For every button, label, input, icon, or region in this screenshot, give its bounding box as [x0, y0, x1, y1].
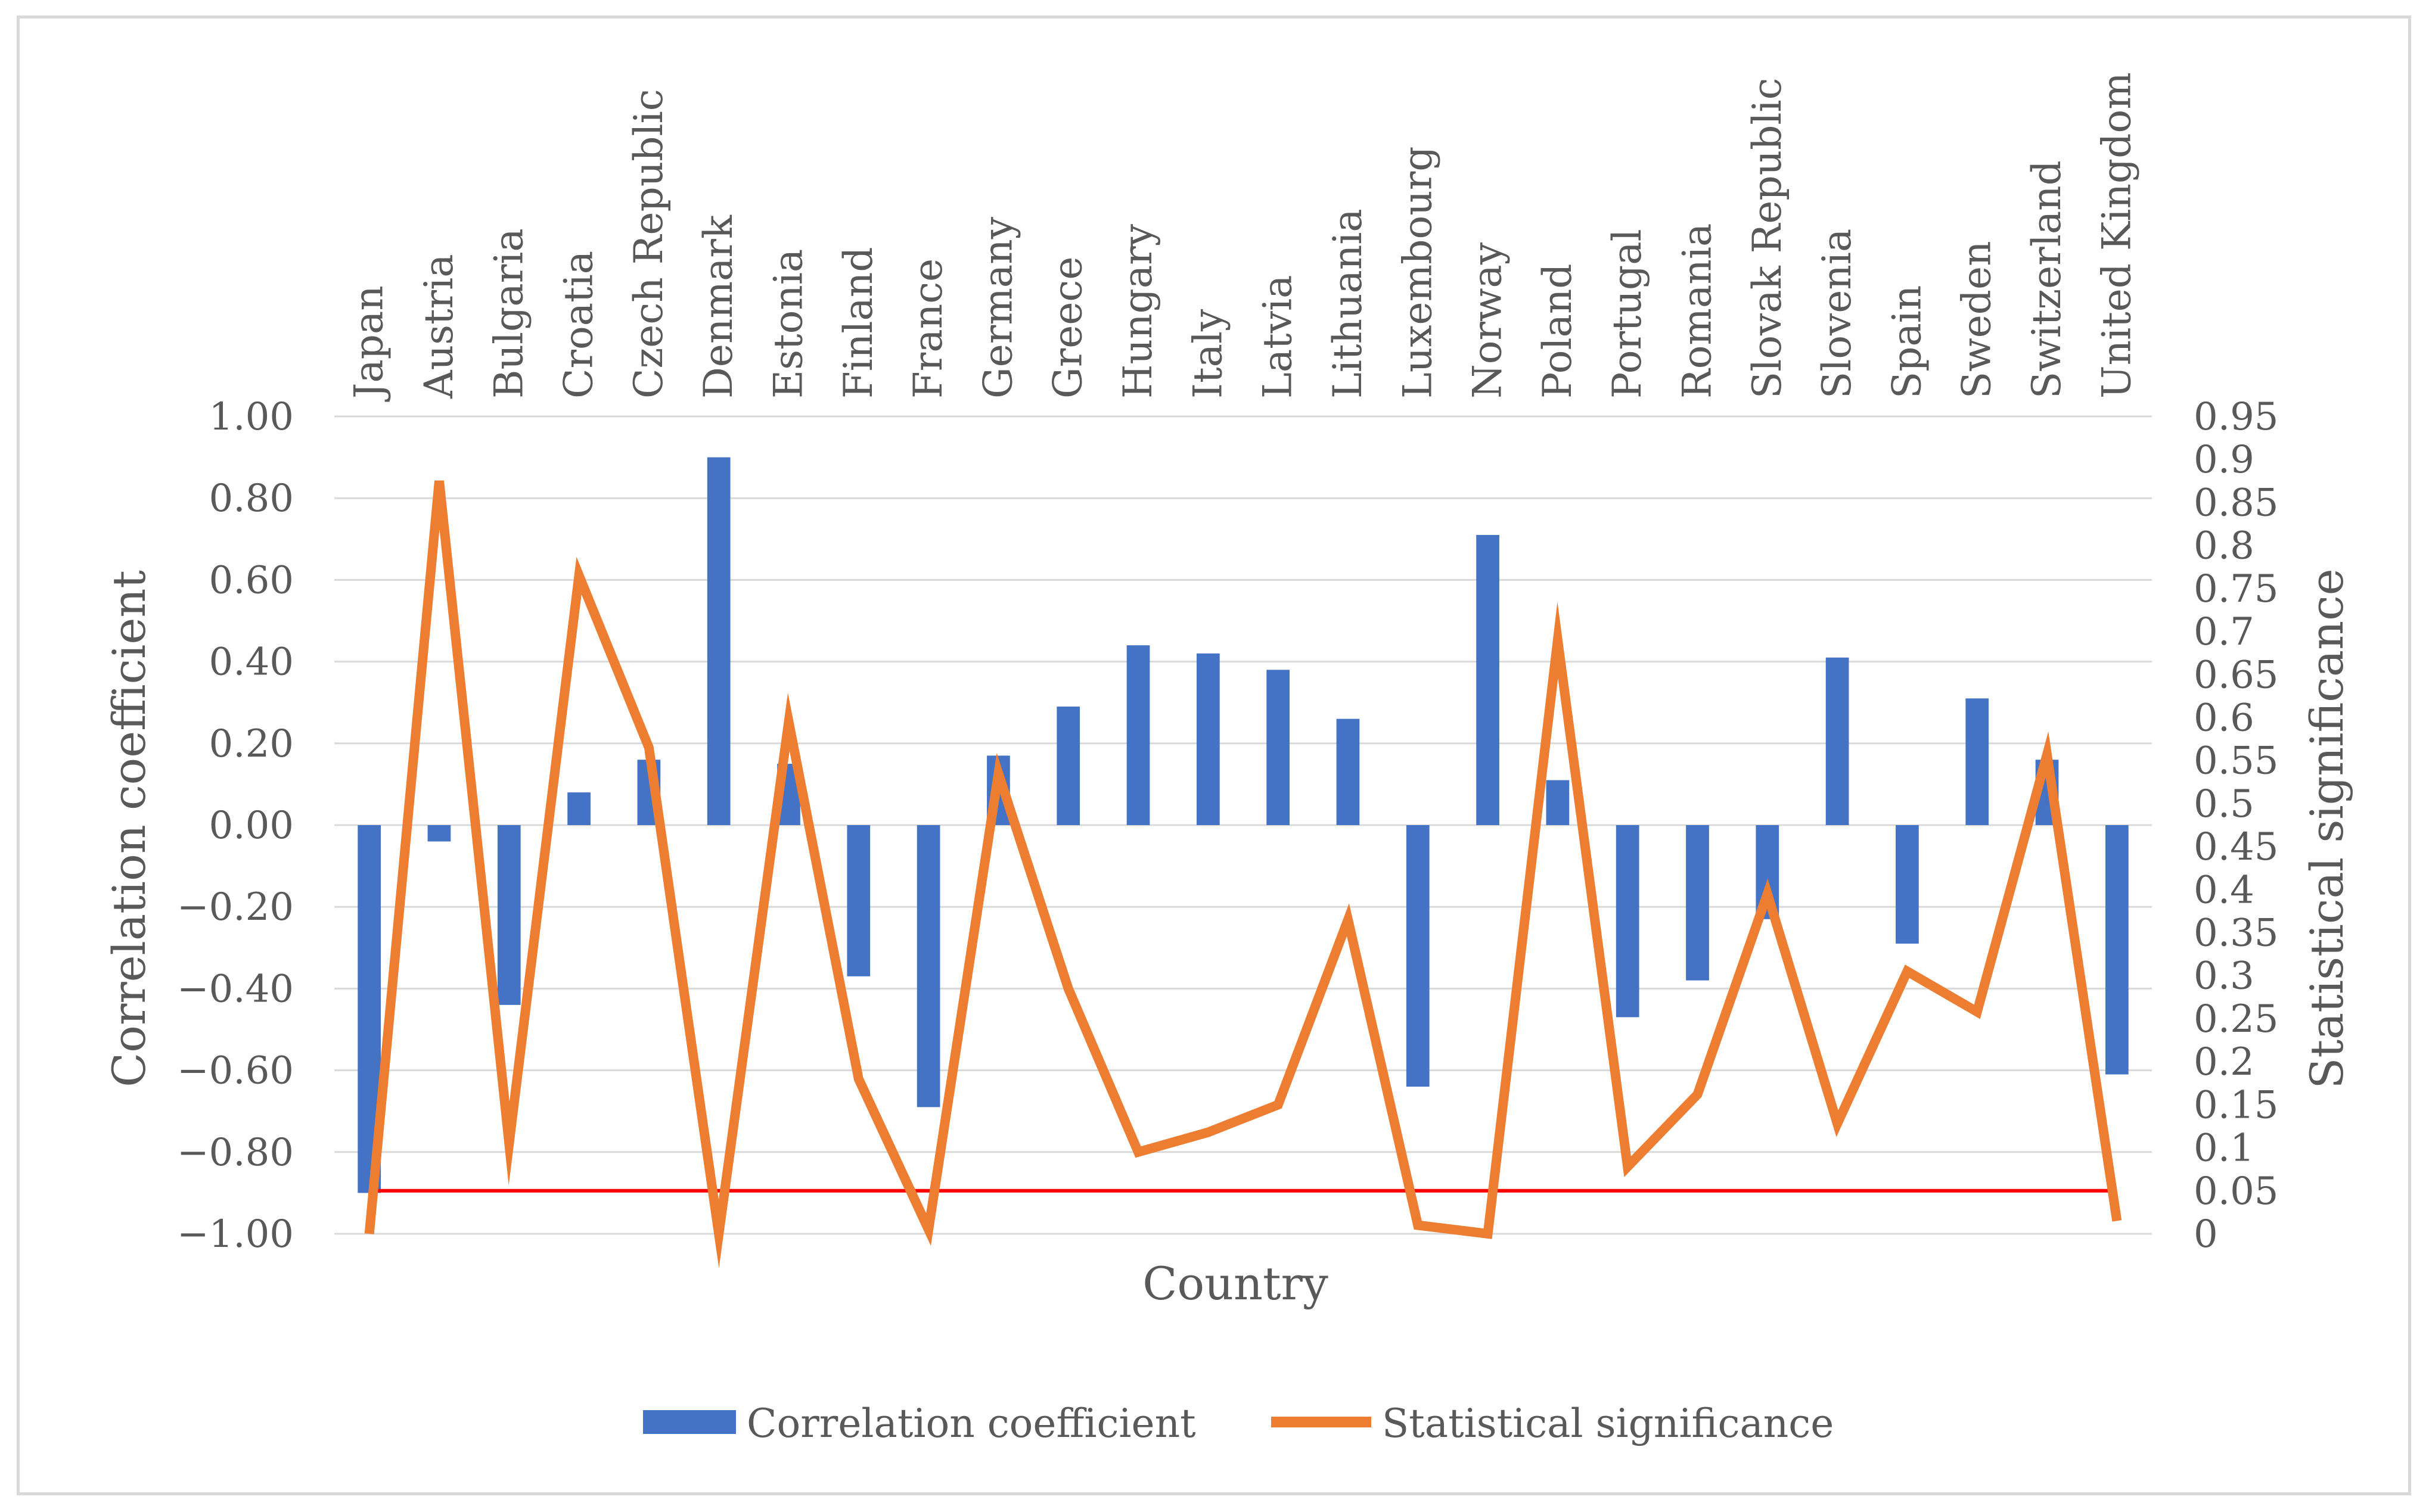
- y2-tick-label: 0.35: [2194, 911, 2279, 956]
- significance-line-group: [364, 480, 2122, 1268]
- legend: Correlation coefficient Statistical sign…: [643, 1401, 1834, 1446]
- x-tick-label: Greece: [1045, 257, 1091, 399]
- x-tick-label: Japan: [346, 285, 392, 402]
- significance-line: [364, 480, 2122, 1268]
- x-tick-label: Spain: [1884, 285, 1930, 399]
- bar: [497, 825, 521, 1005]
- bar: [707, 457, 731, 825]
- bar: [1406, 825, 1430, 1087]
- x-tick-label: Latvia: [1255, 275, 1301, 399]
- y2-tick-label: 0.75: [2194, 567, 2279, 611]
- y2-tick-label: 0.6: [2194, 696, 2254, 740]
- legend-swatch-correlation: [643, 1410, 736, 1434]
- bar: [847, 825, 871, 976]
- y-tick-label: 0.60: [209, 558, 294, 602]
- bar: [567, 792, 591, 825]
- y-tick-label: −1.00: [177, 1212, 294, 1256]
- y2-tick-label: 0.45: [2194, 825, 2279, 869]
- y-tick-label: −0.60: [177, 1049, 294, 1093]
- y2-tick-label: 0.1: [2194, 1127, 2254, 1171]
- bar: [1546, 780, 1570, 825]
- chart-frame: 1.00 0.80 0.60 0.40 0.20 0.00 −0.20 −0.40 −0.60−…: [17, 15, 2411, 1495]
- x-tick-label: Estonia: [766, 249, 812, 399]
- y-tick-label: −0.80: [177, 1131, 294, 1175]
- x-tick-label: Italy: [1185, 309, 1231, 399]
- y2-tick-label: 0.95: [2194, 395, 2279, 439]
- bar: [1686, 825, 1709, 981]
- bar: [1965, 698, 1989, 825]
- x-tick-label: Slovenia: [1814, 229, 1860, 399]
- bar: [2105, 825, 2129, 1075]
- y2-tick-label: 0.85: [2194, 481, 2279, 525]
- bar: [1126, 645, 1150, 825]
- y2-tick-label: 0.3: [2194, 954, 2254, 998]
- right-axis-ticks: 0.950.90.850.80.750.70.650.60.550.50.450…: [2194, 395, 2279, 1256]
- x-tick-label: Romania: [1675, 223, 1720, 399]
- y2-axis-label: Statistical significance: [2300, 568, 2353, 1088]
- y-tick-label: 0.20: [209, 722, 294, 766]
- y-tick-label: −0.20: [177, 885, 294, 929]
- bar: [1825, 657, 1849, 825]
- bar: [1196, 653, 1220, 825]
- bar: [1476, 534, 1499, 825]
- bar: [917, 825, 940, 1107]
- y2-tick-label: 0: [2194, 1212, 2218, 1256]
- x-tick-label: Finland: [835, 247, 881, 399]
- x-tick-label: Norway: [1465, 242, 1511, 399]
- x-tick-label: Hungary: [1115, 223, 1161, 399]
- x-tick-label: France: [905, 259, 951, 399]
- combo-chart: 1.000.800.600.400.200.00−0.20−0.40−0.60−…: [102, 72, 2353, 1446]
- bar: [1896, 825, 1919, 944]
- y-axis-label: Correlation coefficient: [102, 570, 156, 1087]
- x-tick-label: Switzerland: [2024, 160, 2070, 399]
- y2-tick-label: 0.5: [2194, 782, 2254, 826]
- x-tick-label: Denmark: [695, 214, 741, 399]
- x-tick-label: Germany: [975, 216, 1021, 399]
- y2-tick-label: 0.65: [2194, 653, 2279, 697]
- bar: [1266, 670, 1290, 825]
- y-tick-label: 0.00: [209, 804, 294, 848]
- legend-label-significance: Statistical significance: [1382, 1401, 1834, 1446]
- x-tick-label: Lithuania: [1325, 209, 1371, 399]
- y2-tick-label: 0.7: [2194, 610, 2254, 654]
- x-axis-label: Country: [1142, 1257, 1328, 1310]
- y2-tick-label: 0.9: [2194, 438, 2254, 482]
- x-tick-label: Bulgaria: [486, 228, 532, 399]
- y2-tick-label: 0.8: [2194, 524, 2254, 568]
- x-tick-label: Sweden: [1954, 241, 2000, 399]
- gridlines: [334, 415, 2152, 1235]
- bar: [427, 825, 451, 842]
- y2-tick-label: 0.4: [2194, 868, 2254, 912]
- y2-tick-label: 0.15: [2194, 1083, 2279, 1127]
- bar: [1336, 718, 1360, 825]
- legend-label-correlation: Correlation coefficient: [747, 1401, 1196, 1446]
- left-axis-ticks: 1.00 0.80 0.60 0.40 0.20 0.00 −0.20 −0.40 −0.60 −…: [177, 395, 294, 1256]
- y2-tick-label: 0.05: [2194, 1169, 2279, 1214]
- x-tick-label: Poland: [1535, 263, 1580, 399]
- x-tick-label: Portugal: [1604, 229, 1650, 399]
- y-tick-label: −0.40: [177, 967, 294, 1011]
- y-tick-label: 0.40: [209, 640, 294, 685]
- x-tick-label: Czech Republic: [626, 89, 672, 399]
- y2-tick-label: 0.55: [2194, 739, 2279, 783]
- bar: [1057, 707, 1080, 825]
- y2-tick-label: 0.2: [2194, 1040, 2254, 1084]
- y-tick-label: 1.00: [209, 395, 294, 439]
- y2-tick-label: 0.25: [2194, 997, 2279, 1041]
- x-tick-label: Slovak Republic: [1744, 77, 1790, 399]
- bar: [1616, 825, 1639, 1018]
- x-tick-label: Luxembourg: [1394, 147, 1440, 399]
- category-labels: Japan Austria Bulgaria Croatia Czech Republi…: [346, 72, 2140, 402]
- x-tick-label: United Kingdom: [2093, 72, 2139, 399]
- x-tick-label: Croatia: [556, 251, 602, 399]
- y-tick-label: 0.80: [209, 477, 294, 521]
- x-tick-label: Austria: [416, 254, 462, 399]
